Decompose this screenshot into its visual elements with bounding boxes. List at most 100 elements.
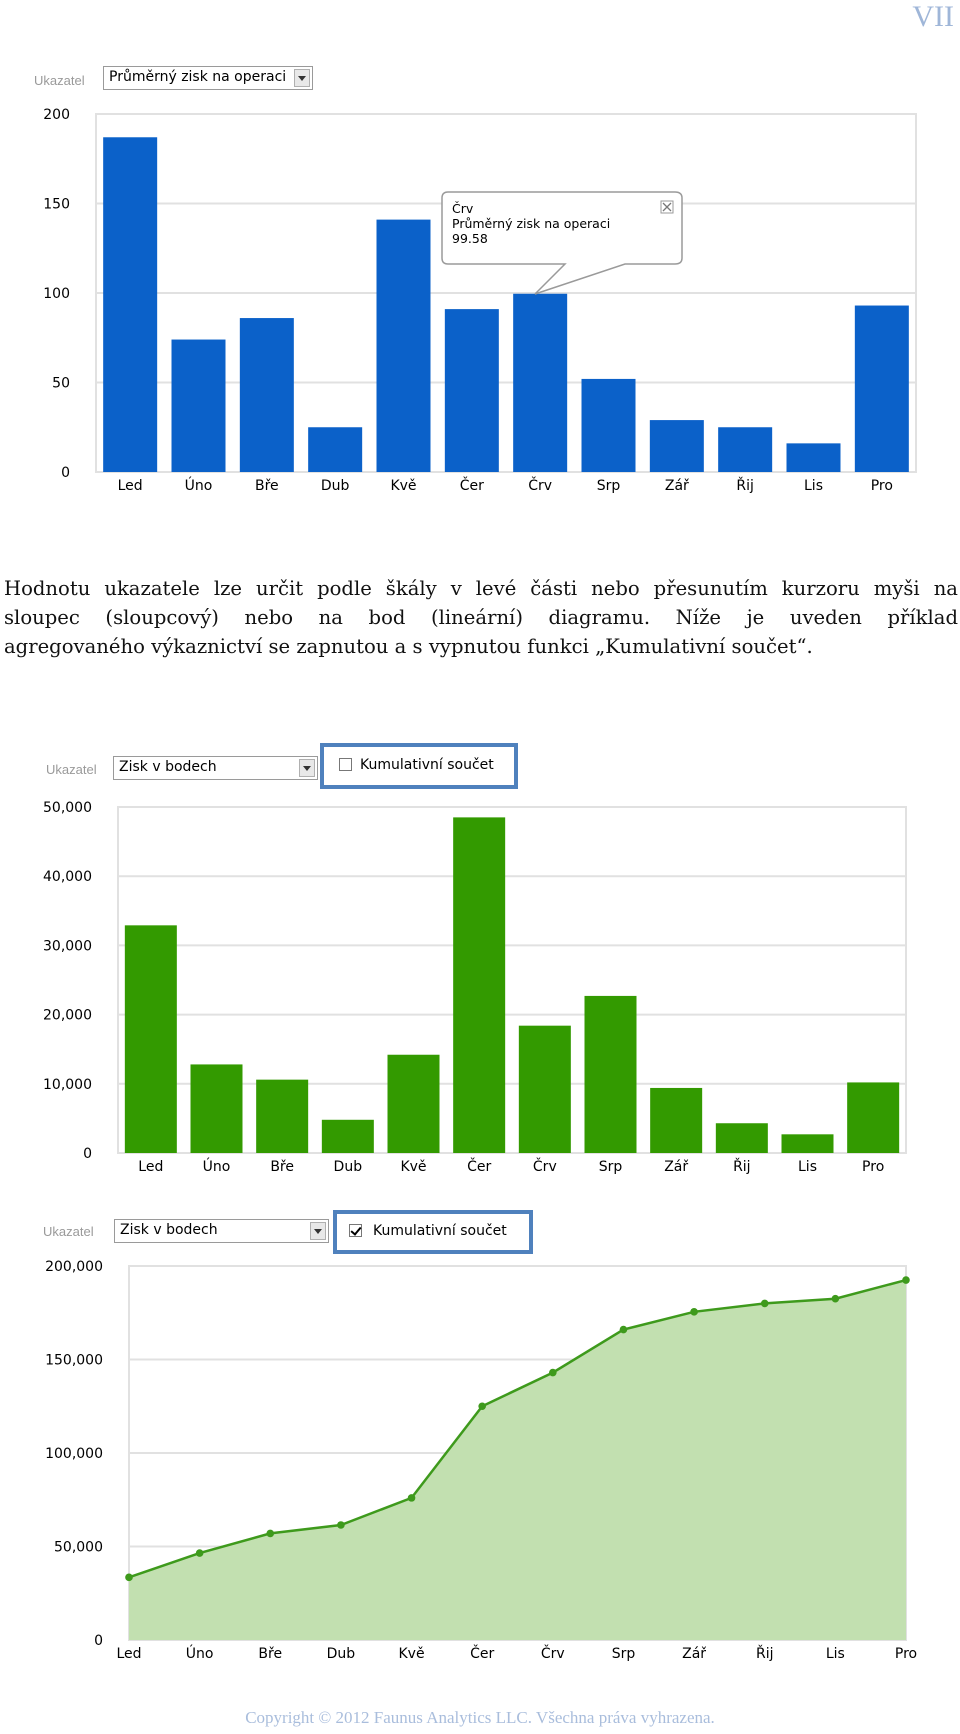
x-tick-label: Bře xyxy=(270,1159,294,1175)
x-tick-label: Srp xyxy=(612,1646,636,1662)
data-point xyxy=(549,1368,557,1377)
x-tick-label: Bře xyxy=(258,1646,282,1662)
y-tick-label: 100,000 xyxy=(45,1446,103,1462)
bar xyxy=(581,378,636,472)
x-tick-label: Pro xyxy=(862,1159,884,1175)
cumulative-sum-frame: Kumulativní součet xyxy=(320,743,518,789)
y-tick-label: 150 xyxy=(43,197,70,213)
x-tick-label: Pro xyxy=(895,1646,917,1662)
data-point xyxy=(831,1294,840,1303)
x-tick-label: Lis xyxy=(804,478,823,494)
x-tick-label: Kvě xyxy=(400,1159,426,1175)
indicator-select-value: Průměrný zisk na operaci xyxy=(109,69,287,85)
close-icon[interactable] xyxy=(660,200,674,214)
y-tick-label: 0 xyxy=(94,1633,103,1649)
bar xyxy=(781,1134,834,1153)
data-point xyxy=(407,1494,416,1502)
indicator-label: Ukazatel xyxy=(43,1224,94,1239)
indicator-select-value: Zisk v bodech xyxy=(119,759,217,775)
x-tick-label: Črv xyxy=(533,1157,557,1175)
chevron-down-icon[interactable] xyxy=(294,69,310,87)
x-tick-label: Úno xyxy=(185,476,213,494)
y-tick-label: 0 xyxy=(83,1146,92,1162)
bar xyxy=(103,137,158,472)
data-point xyxy=(619,1325,628,1334)
bar xyxy=(650,1087,703,1153)
chart-3-controls: Ukazatel Zisk v bodech Kumulativní souče… xyxy=(0,1208,960,1254)
y-tick-label: 200 xyxy=(43,107,70,123)
body-paragraph: Hodnotu ukazatele lze určit podle škály … xyxy=(4,574,958,661)
bar xyxy=(444,309,499,472)
indicator-label: Ukazatel xyxy=(46,762,97,777)
x-tick-label: Kvě xyxy=(390,478,416,494)
chevron-down-icon[interactable] xyxy=(299,759,315,777)
x-tick-label: Zář xyxy=(665,478,689,494)
bar xyxy=(321,1119,374,1153)
bar xyxy=(786,443,841,472)
x-tick-label: Řij xyxy=(756,1645,774,1662)
bar xyxy=(513,293,568,472)
x-tick-label: Led xyxy=(116,1646,141,1662)
bar xyxy=(239,318,294,472)
chart-1-bar-chart: 0 50 100 150 200 Led Úno Bře Dub Kvě Čer Črv Srp Zář Ř… xyxy=(43,107,917,494)
tooltip-series: Průměrný zisk na operaci xyxy=(452,216,610,231)
y-tick-label: 40,000 xyxy=(43,869,92,885)
y-tick-label: 50,000 xyxy=(54,1540,103,1556)
data-point xyxy=(690,1308,698,1316)
bar xyxy=(190,1064,243,1153)
x-tick-label: Zář xyxy=(682,1646,706,1662)
bar xyxy=(308,427,363,472)
chevron-down-icon[interactable] xyxy=(310,1222,326,1240)
cumulative-sum-label: Kumulativní součet xyxy=(360,757,494,773)
chart-2-controls: Ukazatel Zisk v bodech Kumulativní souče… xyxy=(0,743,960,789)
data-point xyxy=(902,1276,910,1284)
x-tick-label: Bře xyxy=(255,478,279,494)
bar xyxy=(715,1123,768,1153)
close-icon-cross xyxy=(662,202,672,212)
indicator-select[interactable]: Průměrný zisk na operaci xyxy=(103,66,313,90)
y-tick-label: 30,000 xyxy=(43,938,92,954)
x-tick-label: Lis xyxy=(798,1159,817,1175)
bar xyxy=(376,219,431,472)
indicator-select-value: Zisk v bodech xyxy=(120,1222,218,1238)
x-tick-label: Zář xyxy=(664,1159,688,1175)
y-tick-label: 0 xyxy=(61,465,70,481)
chart-2-bar-chart: 0 10,000 20,000 30,000 40,000 50,000 Led Úno Bře… xyxy=(43,800,907,1175)
x-tick-label: Dub xyxy=(327,1646,356,1662)
x-tick-label: Čer xyxy=(467,1157,491,1175)
x-tick-label: Srp xyxy=(599,1159,623,1175)
chart-3-area-chart: 0 50,000 100,000 150,000 200,000 Led Úno Bře Dub… xyxy=(45,1259,917,1662)
bar xyxy=(256,1079,309,1153)
bar xyxy=(718,427,773,472)
x-tick-label: Úno xyxy=(203,1157,231,1175)
cumulative-sum-label: Kumulativní součet xyxy=(373,1223,507,1239)
data-point xyxy=(266,1529,275,1538)
bar xyxy=(387,1054,440,1153)
cumulative-sum-checkbox[interactable] xyxy=(339,758,352,771)
bar xyxy=(847,1082,900,1153)
y-tick-label: 20,000 xyxy=(43,1008,92,1024)
series-line xyxy=(128,1278,907,1579)
bar xyxy=(124,925,177,1153)
x-tick-label: Čer xyxy=(470,1644,494,1662)
body-line-2: sloupec (sloupcový) nebo na bod (lineárn… xyxy=(4,606,958,629)
indicator-select[interactable]: Zisk v bodech xyxy=(113,756,318,780)
cumulative-sum-checkbox[interactable] xyxy=(349,1224,362,1237)
footer-copyright: Copyright © 2012 Faunus Analytics LLC. V… xyxy=(245,1708,715,1727)
x-tick-label: Kvě xyxy=(398,1646,424,1662)
x-tick-label: Led xyxy=(118,478,143,494)
x-tick-label: Lis xyxy=(826,1646,845,1662)
x-tick-label: Řij xyxy=(736,477,754,494)
chart-1-block: Ukazatel Průměrný zisk na operaci 0 50 100… xyxy=(0,60,960,500)
chart-3-block: Ukazatel Zisk v bodech Kumulativní souče… xyxy=(0,1208,960,1668)
bar xyxy=(854,305,909,472)
data-point xyxy=(337,1521,345,1529)
x-tick-label: Črv xyxy=(541,1644,565,1662)
tooltip-category: Črv xyxy=(452,201,474,216)
indicator-select[interactable]: Zisk v bodech xyxy=(114,1219,329,1243)
x-tick-label: Úno xyxy=(186,1644,214,1662)
x-tick-label: Črv xyxy=(528,476,552,494)
chart-1-controls: Ukazatel Průměrný zisk na operaci xyxy=(0,60,960,100)
y-tick-label: 50 xyxy=(52,376,70,392)
chart-2-block: Ukazatel Zisk v bodech Kumulativní souče… xyxy=(0,743,960,1185)
